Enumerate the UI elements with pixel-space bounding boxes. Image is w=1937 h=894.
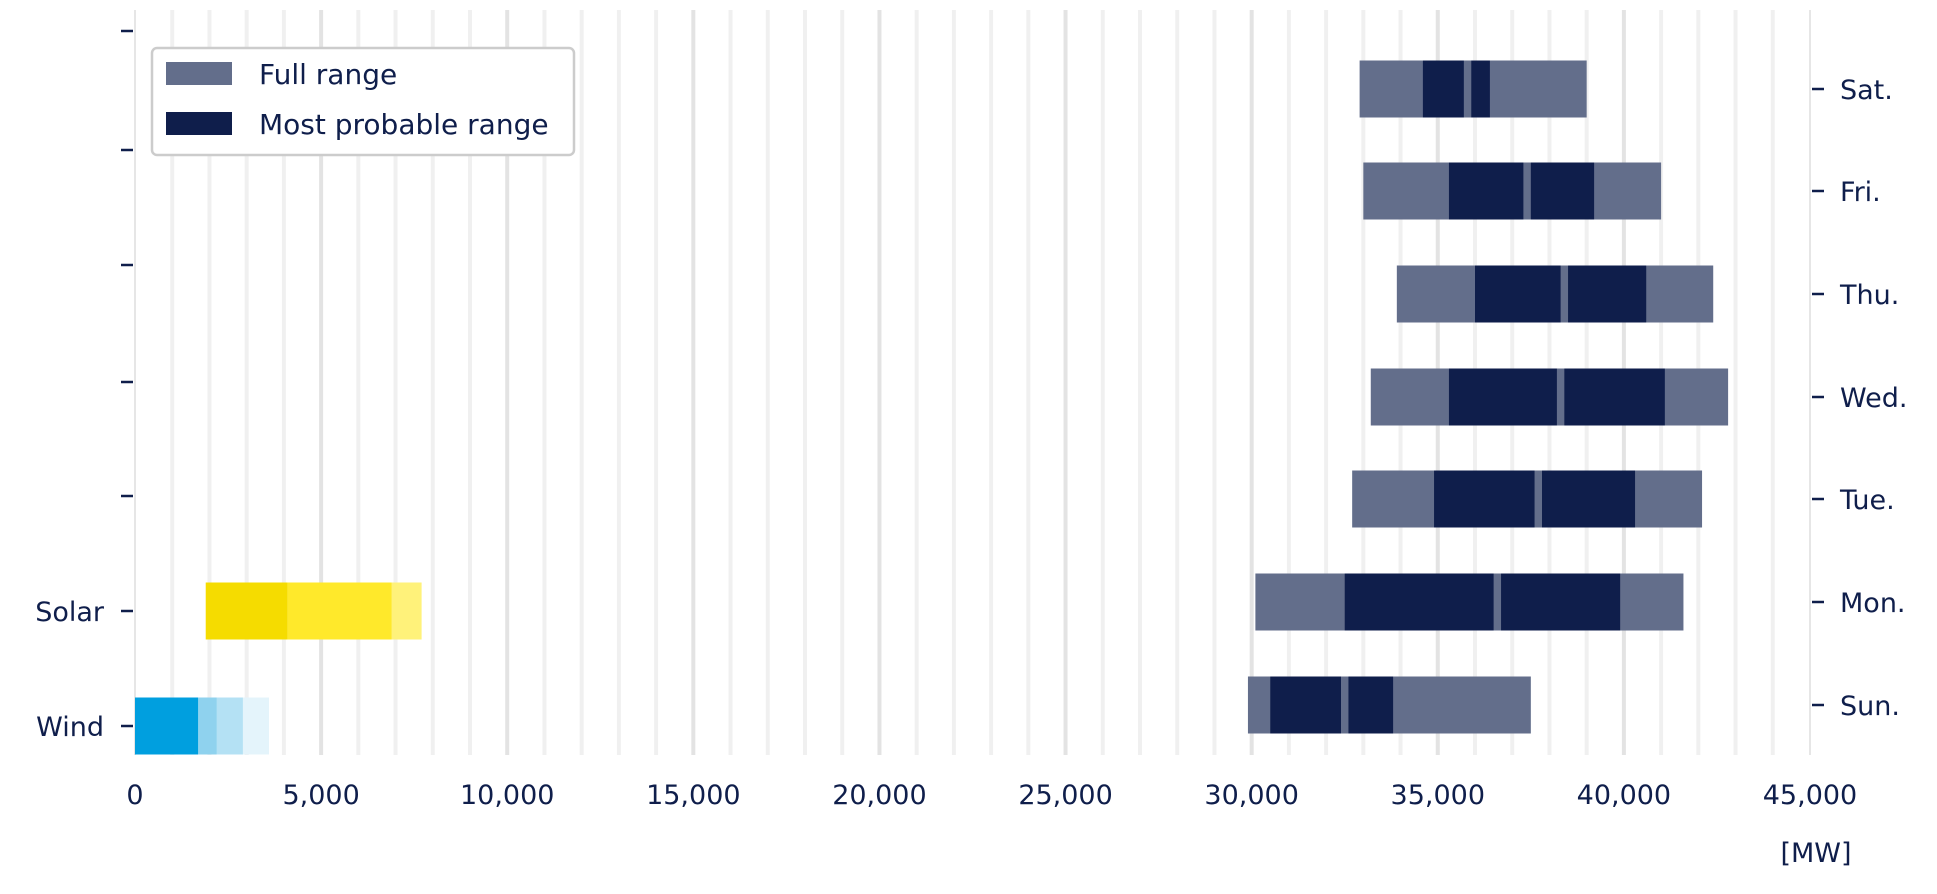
most-probable-range-bar bbox=[1344, 573, 1494, 631]
most-probable-range-bar bbox=[1471, 60, 1490, 118]
right-tick-label: Sat. bbox=[1840, 75, 1893, 106]
right-tick-label: Mon. bbox=[1840, 588, 1906, 619]
most-probable-range-bar bbox=[1434, 470, 1535, 528]
left-tick-label: Solar bbox=[35, 597, 105, 628]
legend-swatch-full-range bbox=[166, 62, 232, 85]
right-tick-label: Tue. bbox=[1839, 485, 1895, 516]
right-tick-label: Wed. bbox=[1840, 383, 1907, 414]
most-probable-range-bar bbox=[1542, 470, 1636, 528]
x-tick-label: 30,000 bbox=[1204, 780, 1298, 811]
right-tick-label: Sun. bbox=[1840, 691, 1900, 722]
bars bbox=[135, 60, 1729, 755]
x-tick-label: 15,000 bbox=[646, 780, 740, 811]
wind-bar-segment bbox=[135, 697, 199, 755]
most-probable-range-bar bbox=[1348, 676, 1394, 734]
solar-bar-segment bbox=[287, 582, 392, 640]
wind-bar-segment bbox=[216, 697, 243, 755]
most-probable-range-bar bbox=[1568, 265, 1647, 323]
most-probable-range-bar bbox=[1448, 368, 1557, 426]
x-tick-label: 0 bbox=[126, 780, 143, 811]
x-tick-label: 25,000 bbox=[1018, 780, 1112, 811]
x-tick-label: 10,000 bbox=[460, 780, 554, 811]
most-probable-range-bar bbox=[1422, 60, 1464, 118]
most-probable-range-bar bbox=[1270, 676, 1341, 734]
most-probable-range-bar bbox=[1530, 162, 1595, 220]
wind-bar-segment bbox=[198, 697, 217, 755]
solar-bar-segment bbox=[205, 582, 288, 640]
most-probable-range-bar bbox=[1475, 265, 1561, 323]
right-tick-label: Fri. bbox=[1840, 177, 1881, 208]
most-probable-range-bar bbox=[1448, 162, 1524, 220]
unit-label: [MW] bbox=[1780, 838, 1851, 869]
legend-frame bbox=[150, 46, 576, 157]
legend-swatch-most-probable-range bbox=[166, 112, 232, 135]
x-tick-label: 45,000 bbox=[1763, 780, 1857, 811]
wind-bar-segment bbox=[242, 697, 269, 755]
legend-label-full-range: Full range bbox=[259, 58, 397, 91]
legend: Full range Most probable range bbox=[150, 46, 576, 157]
left-tick-label: Wind bbox=[36, 712, 104, 743]
x-tick-label: 5,000 bbox=[282, 780, 359, 811]
solar-bar-segment bbox=[391, 582, 422, 640]
most-probable-range-bar bbox=[1501, 573, 1621, 631]
legend-label-most-probable-range: Most probable range bbox=[259, 108, 549, 141]
tick-labels: 0 5,000 10,000 15,000 20,000 25,000 30,000 35,0… bbox=[35, 29, 1907, 811]
x-tick-label: 40,000 bbox=[1577, 780, 1671, 811]
x-tick-label: 20,000 bbox=[832, 780, 926, 811]
right-tick-label: Thu. bbox=[1839, 280, 1899, 311]
most-probable-range-bar bbox=[1564, 368, 1665, 426]
axes bbox=[134, 10, 1811, 755]
x-tick-label: 35,000 bbox=[1391, 780, 1485, 811]
